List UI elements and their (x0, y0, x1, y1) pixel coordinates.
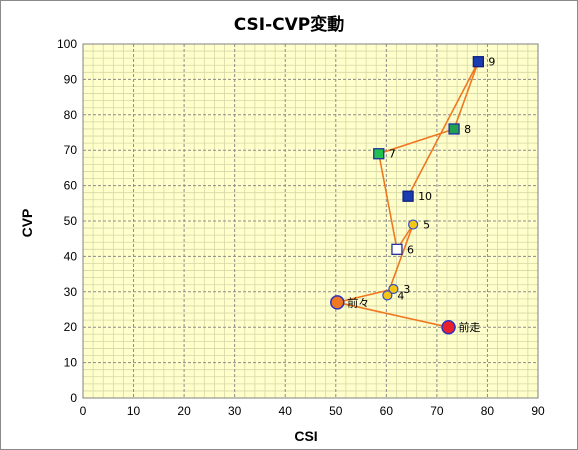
data-point-marker (472, 56, 484, 68)
x-tick-label: 50 (329, 404, 343, 418)
y-tick-label: 0 (70, 391, 77, 405)
plot-frame (82, 43, 539, 399)
x-tick-label: 30 (228, 404, 242, 418)
y-tick-label: 80 (64, 108, 78, 122)
x-tick-label: 60 (380, 404, 394, 418)
data-point-marker (408, 219, 419, 230)
data-point-label: 前々 (347, 295, 369, 309)
x-tick-label: 0 (80, 404, 87, 418)
y-tick-label: 20 (64, 320, 78, 334)
x-tick-label: 70 (430, 404, 444, 418)
data-point-label: 5 (423, 219, 430, 232)
y-tick-label: 70 (64, 143, 78, 157)
data-point-marker (388, 283, 399, 295)
x-tick-label: 80 (481, 404, 495, 418)
y-axis-title: CVP (19, 209, 35, 238)
y-tick-label: 60 (64, 179, 78, 193)
data-point-marker (382, 290, 393, 301)
plot-area: 0 10 20 30 40 50 60 70 80 90 0 10 20 30 40 50 60 70 80 90 10… (57, 37, 545, 418)
data-point-label: 3 (403, 283, 410, 296)
chart-title: CSI-CVP変動 (234, 14, 345, 35)
data-point-label: 4 (397, 289, 404, 302)
y-tick-label: 100 (57, 37, 77, 51)
data-point-label: 10 (418, 190, 432, 203)
x-tick-label: 40 (279, 404, 293, 418)
data-point-marker (373, 148, 385, 160)
data-point-marker (391, 243, 403, 255)
data-point-label: 8 (464, 123, 471, 136)
data-point-marker (402, 190, 414, 202)
series-line (337, 61, 480, 328)
data-point-marker (441, 319, 456, 335)
y-tick-label: 30 (64, 285, 78, 299)
y-tick-label: 90 (64, 72, 78, 86)
x-axis-title: CSI (294, 428, 317, 444)
x-tick-label: 90 (531, 404, 545, 418)
x-tick-label: 20 (177, 404, 191, 418)
y-tick-label: 10 (64, 356, 78, 370)
data-point-label: 6 (407, 243, 414, 256)
data-point-label: 9 (488, 56, 495, 69)
x-tick-label: 10 (127, 404, 141, 418)
y-tick-label: 50 (64, 214, 78, 228)
data-point-label: 7 (389, 148, 396, 161)
data-point-marker (448, 123, 460, 135)
data-point-marker (330, 295, 345, 310)
data-point-label: 前走 (459, 320, 481, 334)
y-tick-label: 40 (64, 249, 78, 263)
